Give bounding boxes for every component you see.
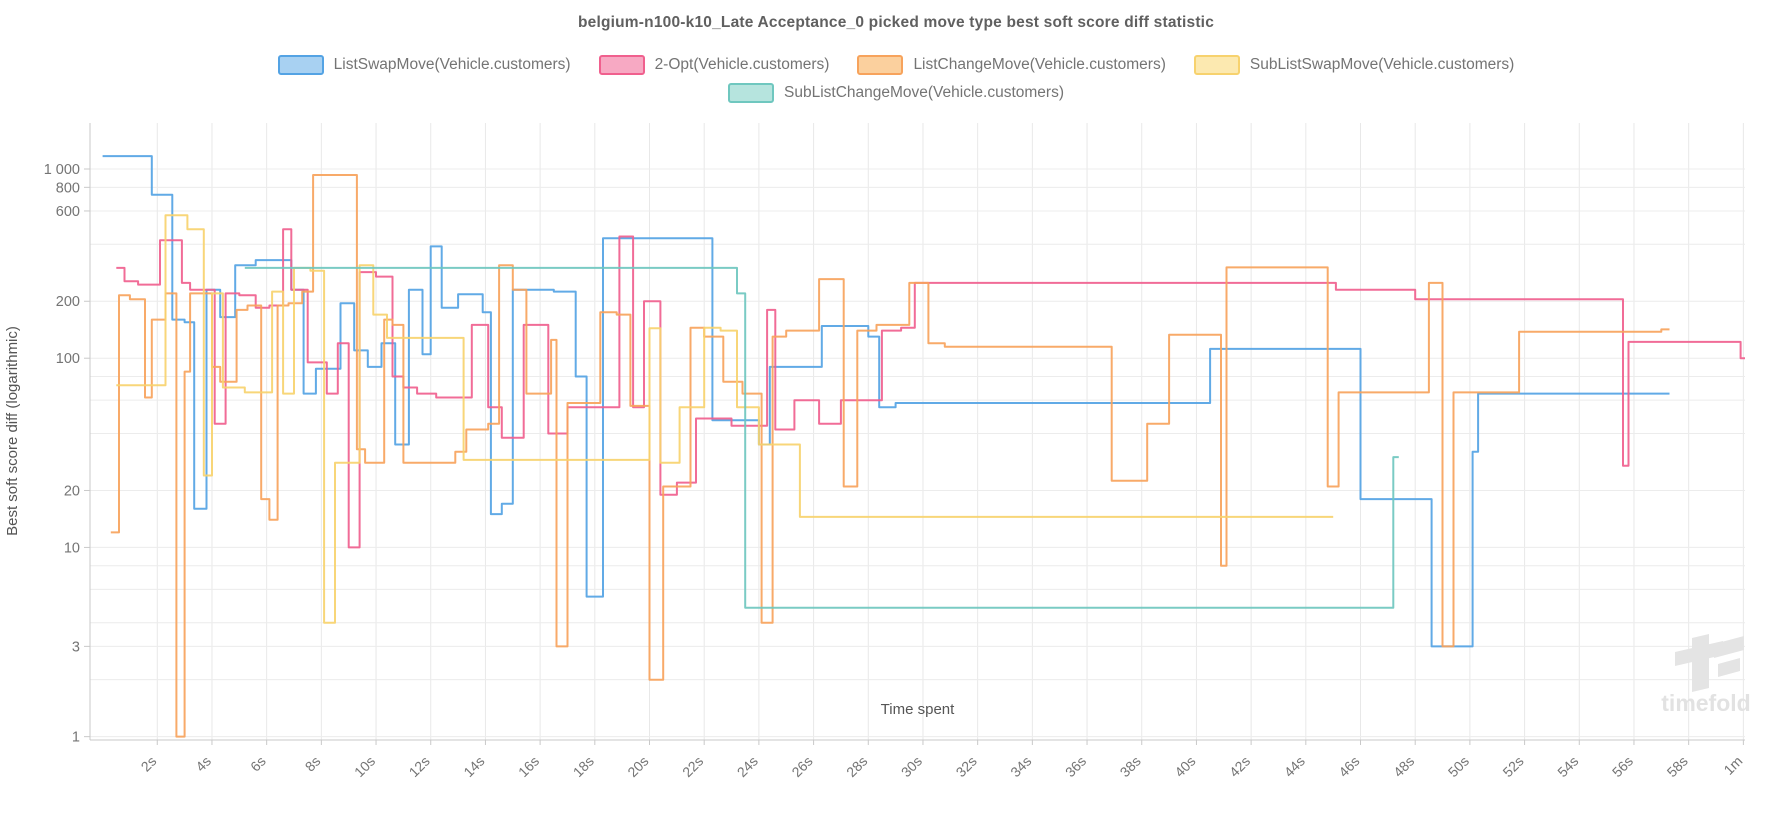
svg-text:1 000: 1 000 — [44, 162, 80, 178]
legend-label: SubListChangeMove(Vehicle.customers) — [784, 84, 1064, 101]
legend-swatch — [277, 55, 324, 75]
legend-swatch — [1193, 55, 1240, 75]
legend-label: ListChangeMove(Vehicle.customers) — [913, 56, 1166, 73]
svg-text:58s: 58s — [1664, 753, 1691, 780]
svg-text:30s: 30s — [898, 753, 925, 780]
svg-text:18s: 18s — [570, 753, 597, 780]
svg-text:800: 800 — [56, 180, 80, 196]
svg-text:42s: 42s — [1226, 753, 1253, 780]
legend-item[interactable]: 2-Opt(Vehicle.customers) — [598, 55, 830, 75]
timefold-logo-icon — [1675, 634, 1744, 692]
svg-text:54s: 54s — [1554, 753, 1581, 780]
svg-text:40s: 40s — [1171, 753, 1198, 780]
series-line — [110, 174, 1670, 738]
svg-text:10: 10 — [64, 540, 80, 556]
svg-text:38s: 38s — [1117, 753, 1144, 780]
svg-text:10s: 10s — [351, 753, 378, 780]
timefold-watermark: timefold — [1650, 612, 1770, 722]
svg-text:34s: 34s — [1007, 753, 1034, 780]
legend-row: ListSwapMove(Vehicle.customers) 2-Opt(Veh… — [277, 55, 1515, 75]
svg-text:6s: 6s — [247, 753, 269, 775]
x-tick-labels: 2s 4s 6s 8s 10s 12s 14s 16s 18s 20s 22s 24s 26s 28s 30… — [138, 740, 1745, 780]
svg-text:2s: 2s — [138, 753, 160, 775]
svg-text:1: 1 — [72, 730, 80, 746]
svg-text:16s: 16s — [515, 753, 542, 780]
svg-text:14s: 14s — [460, 753, 487, 780]
series-line — [102, 155, 1670, 648]
svg-text:200: 200 — [56, 294, 80, 310]
svg-text:24s: 24s — [734, 753, 761, 780]
chart-title: belgium-n100-k10_Late Acceptance_0 picke… — [577, 14, 1215, 31]
legend-swatch — [598, 55, 645, 75]
svg-text:22s: 22s — [679, 753, 706, 780]
svg-text:20s: 20s — [624, 753, 651, 780]
svg-text:100: 100 — [56, 351, 80, 367]
legend-item[interactable]: SubListSwapMove(Vehicle.customers) — [1193, 55, 1515, 75]
legend-label: SubListSwapMove(Vehicle.customers) — [1249, 56, 1515, 73]
legend-label: ListSwapMove(Vehicle.customers) — [333, 56, 571, 73]
series-line — [244, 266, 1399, 609]
svg-text:52s: 52s — [1499, 753, 1526, 780]
svg-text:46s: 46s — [1335, 753, 1362, 780]
legend-label: 2-Opt(Vehicle.customers) — [654, 56, 830, 73]
svg-text:4s: 4s — [192, 753, 214, 775]
legend-row: SubListChangeMove(Vehicle.customers) — [728, 83, 1064, 103]
y-tick-labels: 1 3 10 20 100 200 600 800 1 000 — [44, 162, 90, 746]
series-line — [116, 228, 1745, 549]
legend-item[interactable]: ListSwapMove(Vehicle.customers) — [277, 55, 571, 75]
legend-swatch — [857, 55, 904, 75]
svg-text:26s: 26s — [788, 753, 815, 780]
y-axis-label: Best soft score diff (logarithmic) — [4, 326, 21, 536]
svg-text:28s: 28s — [843, 753, 870, 780]
svg-text:12s: 12s — [406, 753, 433, 780]
svg-text:32s: 32s — [953, 753, 980, 780]
svg-text:8s: 8s — [302, 753, 324, 775]
grid — [90, 123, 1745, 740]
svg-text:20: 20 — [64, 483, 80, 499]
svg-text:44s: 44s — [1281, 753, 1308, 780]
series-lines — [102, 155, 1745, 738]
legend-item[interactable]: ListChangeMove(Vehicle.customers) — [857, 55, 1166, 75]
svg-text:600: 600 — [56, 204, 80, 220]
svg-text:56s: 56s — [1609, 753, 1636, 780]
svg-text:3: 3 — [72, 639, 80, 655]
series-line — [116, 214, 1334, 624]
legend-item[interactable]: SubListChangeMove(Vehicle.customers) — [728, 83, 1064, 103]
legend: ListSwapMove(Vehicle.customers) 2-Opt(Veh… — [0, 55, 1792, 103]
x-axis-label: Time spent — [880, 701, 955, 718]
timefold-watermark-text: timefold — [1661, 690, 1751, 716]
svg-text:1m: 1m — [1720, 753, 1745, 778]
svg-text:36s: 36s — [1062, 753, 1089, 780]
legend-swatch — [728, 83, 774, 103]
svg-text:50s: 50s — [1445, 753, 1472, 780]
axes — [89, 123, 1745, 741]
svg-text:48s: 48s — [1390, 753, 1417, 780]
